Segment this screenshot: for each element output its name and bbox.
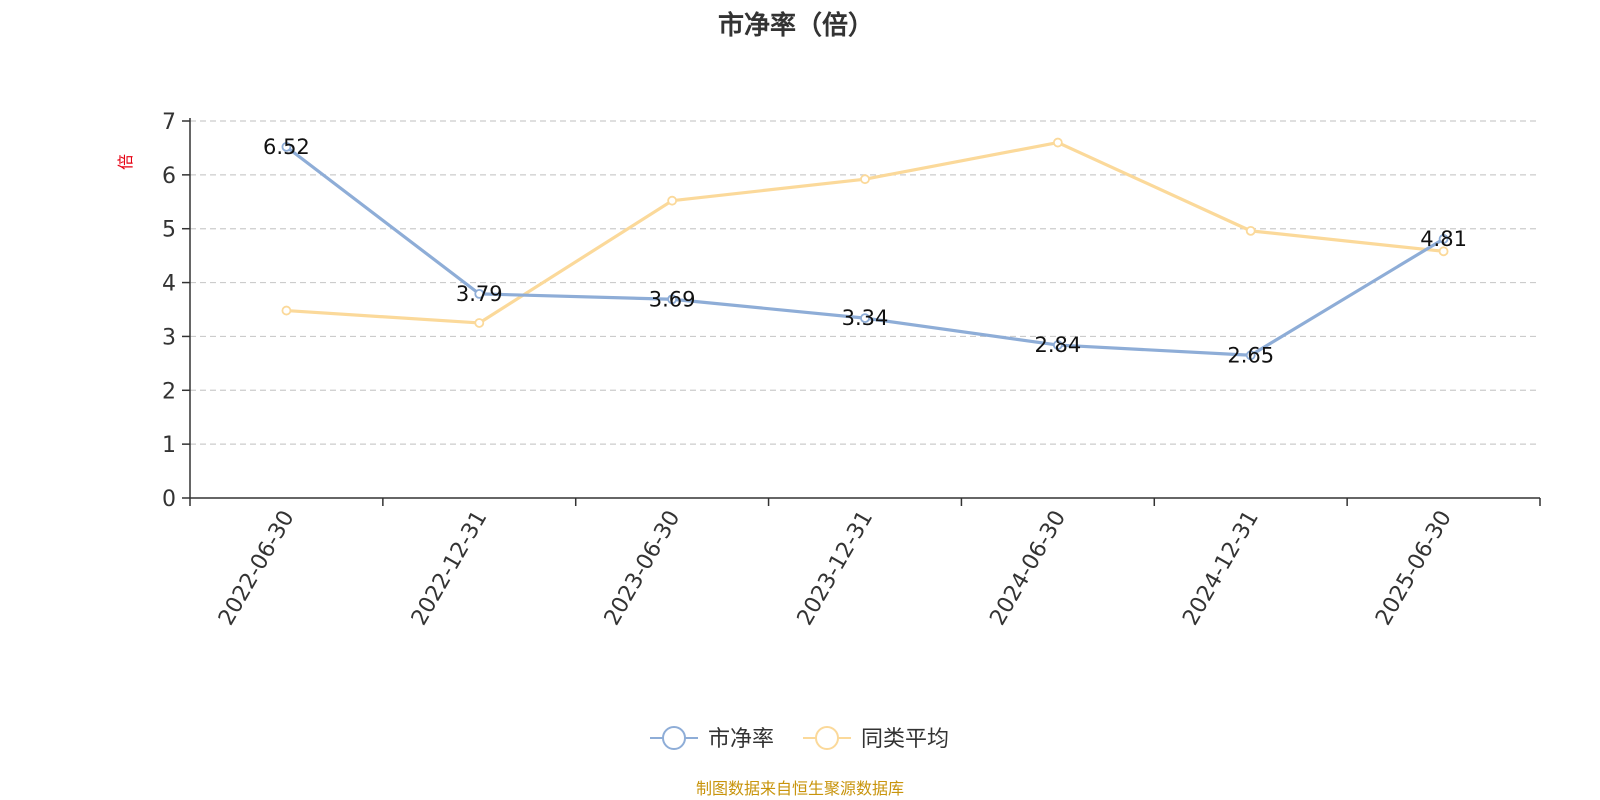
data-point[interactable]	[1052, 137, 1063, 148]
x-tick-label: 2024-12-31	[1178, 507, 1264, 630]
x-tick-label: 2022-06-30	[214, 507, 300, 630]
data-point[interactable]	[474, 288, 485, 299]
legend-item[interactable]: 同类平均	[803, 726, 949, 752]
data-label: 3.34	[842, 306, 889, 330]
x-tick-label: 2022-12-31	[407, 507, 493, 630]
data-point[interactable]	[1052, 340, 1063, 350]
data-point[interactable]	[1438, 246, 1449, 257]
grid-lines	[190, 120, 1540, 445]
series-lines	[281, 137, 1449, 361]
y-tick-label: 3	[162, 325, 176, 350]
data-label: 3.69	[649, 287, 696, 311]
y-tick-label: 6	[162, 164, 176, 189]
data-label: 2.65	[1227, 343, 1274, 367]
chart-title: 市净率（倍）	[718, 10, 874, 41]
data-label: 2.84	[1034, 333, 1081, 357]
data-point[interactable]	[1438, 234, 1449, 244]
data-point[interactable]	[667, 195, 678, 206]
data-point[interactable]	[281, 141, 292, 152]
y-tick-label: 2	[162, 379, 176, 404]
x-tick-label: 2025-06-30	[1371, 507, 1457, 630]
data-point[interactable]	[860, 313, 870, 324]
legend-swatch-marker	[662, 726, 686, 750]
axes: 0 1 2 3 4 5 6 7 2022-06-30 2022-12-31 2023-06-30 20…	[162, 110, 1541, 630]
y-tick-label: 5	[162, 218, 176, 243]
data-label: 3.79	[456, 282, 503, 306]
data-label: 6.52	[263, 135, 310, 159]
y-tick-label: 4	[162, 272, 176, 297]
data-point[interactable]	[667, 294, 678, 305]
data-point[interactable]	[860, 174, 870, 185]
data-point[interactable]	[474, 318, 485, 328]
legend-label: 市净率	[708, 727, 774, 752]
legend-item[interactable]: 市净率	[650, 726, 774, 752]
data-label: 4.81	[1420, 227, 1467, 251]
data-point[interactable]	[1245, 350, 1256, 361]
legend-swatch-marker	[815, 726, 839, 750]
y-tick-label: 7	[162, 110, 176, 135]
x-tick-label: 2023-12-31	[793, 507, 879, 630]
y-tick-label: 1	[162, 433, 176, 458]
legend-label: 同类平均	[861, 727, 949, 752]
x-tick-label: 2024-06-30	[985, 507, 1071, 630]
y-tick-label: 0	[162, 487, 176, 512]
data-labels: 6.52 3.79 3.69 3.34 2.84 2.65 4.81	[263, 135, 1467, 367]
legend[interactable]: 市净率 同类平均	[650, 726, 949, 752]
y-axis-label: 倍	[116, 154, 135, 170]
data-point[interactable]	[1245, 225, 1256, 236]
x-tick-label: 2023-06-30	[600, 507, 686, 630]
data-point[interactable]	[281, 305, 292, 316]
source-note: 制图数据来自恒生聚源数据库	[696, 779, 904, 798]
